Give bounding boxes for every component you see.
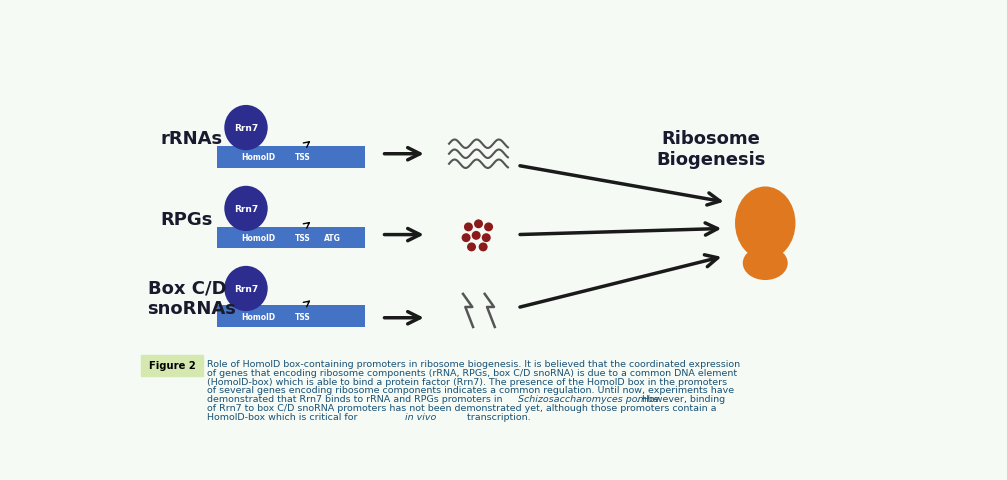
Text: of several genes encoding ribosome components indicates a common regulation. Unt: of several genes encoding ribosome compo… [207,385,734,395]
Text: TSS: TSS [295,234,310,243]
FancyBboxPatch shape [121,55,910,432]
Ellipse shape [225,186,268,231]
Circle shape [481,234,490,242]
Text: of genes that encoding ribosome components (rRNA, RPGs, box C/D snoRNA) is due t: of genes that encoding ribosome componen… [207,368,737,377]
Text: Ribosome
Biogenesis: Ribosome Biogenesis [657,130,765,168]
Text: Box C/D
snoRNAs: Box C/D snoRNAs [148,279,237,317]
Ellipse shape [743,247,787,280]
Text: transcription.: transcription. [464,412,531,420]
Text: . However, binding: . However, binding [636,394,725,403]
Text: Role of HomolD box-containing promoters in ribosome biogenesis. It is believed t: Role of HomolD box-containing promoters … [207,360,740,369]
Text: rRNAs: rRNAs [161,130,223,148]
Text: in vivo: in vivo [406,412,437,420]
Text: HomolD-box which is critical for: HomolD-box which is critical for [207,412,361,420]
Text: RPGs: RPGs [161,211,213,228]
Text: Rrn7: Rrn7 [234,124,258,133]
Text: HomolD: HomolD [242,234,276,243]
Ellipse shape [225,106,268,151]
Circle shape [467,243,476,252]
Text: HomolD: HomolD [242,312,276,321]
Text: demonstrated that Rrn7 binds to rRNA and RPGs promoters in: demonstrated that Rrn7 binds to rRNA and… [207,394,506,403]
Ellipse shape [225,266,268,312]
Bar [218,306,365,327]
Text: TSS: TSS [295,312,310,321]
Text: HomolD: HomolD [242,153,276,162]
FancyBboxPatch shape [141,355,203,376]
Circle shape [474,220,483,229]
Text: TSS: TSS [295,153,310,162]
Circle shape [461,234,470,242]
Ellipse shape [735,187,796,260]
Text: ATG: ATG [323,234,340,243]
Text: Rrn7: Rrn7 [234,284,258,293]
Bar [218,228,365,249]
Text: Rrn7: Rrn7 [234,204,258,214]
Text: Schizosaccharomyces pombe: Schizosaccharomyces pombe [518,394,659,403]
Circle shape [471,231,480,240]
Text: of Rrn7 to box C/D snoRNA promoters has not been demonstrated yet, although thos: of Rrn7 to box C/D snoRNA promoters has … [207,403,717,412]
Circle shape [478,243,487,252]
Text: (HomolD-box) which is able to bind a protein factor (Rrn7). The presence of the : (HomolD-box) which is able to bind a pro… [207,377,727,386]
Bar [218,147,365,168]
Text: Figure 2: Figure 2 [149,361,195,371]
Circle shape [484,223,493,232]
Circle shape [464,223,473,232]
